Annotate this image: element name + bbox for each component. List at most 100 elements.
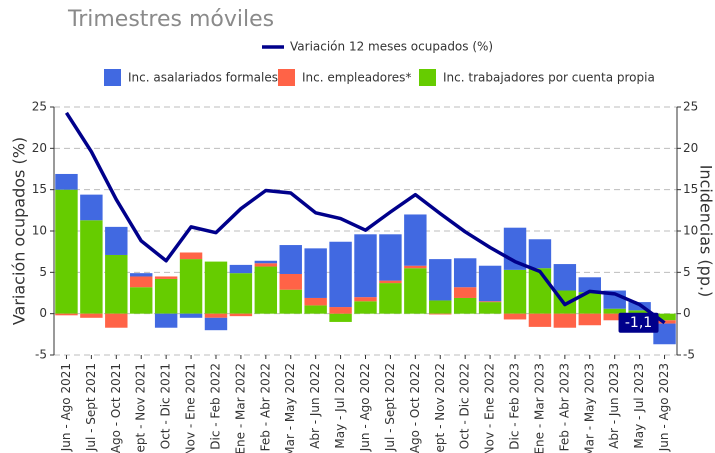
bar-segment	[179, 313, 203, 318]
bar-segment	[204, 313, 228, 318]
bar-segment	[105, 313, 128, 328]
y-tick-label: 10	[32, 224, 47, 238]
x-tick-label: Nov - Ene 2022	[483, 363, 497, 453]
chart-subtitle: Trimestres móviles	[67, 7, 274, 32]
bar-segment	[404, 214, 427, 266]
bar-segment	[528, 313, 552, 327]
bar-segment	[229, 313, 253, 317]
bar-segment	[304, 248, 327, 298]
x-tick-label: Jul - Sept 2021	[84, 363, 98, 452]
bar-segment	[179, 252, 203, 260]
bar-segment	[154, 278, 178, 314]
bar-segment	[354, 301, 377, 314]
bar-segment	[453, 258, 477, 288]
legend-swatch	[419, 69, 436, 86]
bar-segment	[55, 313, 78, 316]
x-tick-label: Feb - Abr 2022	[258, 363, 272, 451]
bar-segment	[229, 264, 253, 274]
legend-swatch	[104, 69, 121, 86]
bar-segment	[453, 287, 477, 298]
x-tick-label: May - Jul 2022	[333, 363, 347, 449]
bar-segment	[279, 289, 302, 314]
x-tick-label: Ago - Oct 2022	[408, 363, 422, 453]
x-tick-label: Jul - Sept 2022	[383, 363, 397, 452]
legend-label: Inc. empleadores*	[302, 71, 411, 85]
bar-segment	[379, 234, 402, 281]
bar-segment	[329, 307, 352, 314]
bar-segment	[603, 313, 626, 321]
x-tick-label: Nov - Ene 2021	[184, 363, 198, 453]
line	[64, 111, 666, 325]
bar-segment	[603, 308, 626, 314]
bar-segment	[404, 268, 427, 314]
bar-segment	[154, 313, 178, 328]
x-tick-label: Dic - Feb 2023	[508, 363, 522, 450]
bar-segment	[329, 241, 352, 308]
y2-tick-label: 0	[683, 306, 691, 320]
bar-segment	[130, 287, 153, 314]
bar-segment	[429, 300, 452, 314]
bar-segment	[254, 263, 278, 267]
x-tick-label: Feb - Abr 2023	[557, 363, 571, 451]
bar-segment	[478, 301, 502, 303]
bar-segment	[329, 313, 352, 322]
data-label-box	[618, 312, 659, 333]
y-tick-label: 5	[39, 265, 47, 279]
bar-segment	[279, 273, 302, 290]
bar-segment	[229, 273, 253, 314]
bar-segment	[204, 317, 228, 331]
x-tick-label: Sept - Nov 2022	[433, 363, 447, 453]
x-tick-label: Jun - Ago 2021	[59, 363, 73, 452]
bar-segment	[453, 297, 477, 314]
x-tick-label: Mar - May 2022	[283, 363, 297, 453]
y-tick-label: 20	[32, 141, 47, 155]
x-tick-label: Sept - Nov 2021	[134, 363, 148, 453]
bar-segment	[55, 173, 78, 190]
bar-segment	[304, 297, 327, 306]
bar-segment	[404, 265, 427, 269]
bar-segment	[80, 313, 103, 318]
x-tick-label: Ene - Mar 2022	[233, 363, 247, 453]
bar-segment	[578, 292, 601, 314]
x-tick-label: Ago - Oct 2021	[109, 363, 123, 453]
bar-segment	[354, 234, 377, 298]
y-axis-label: Variación ocupados (%)	[10, 137, 29, 325]
y2-tick-label: 20	[683, 141, 698, 155]
legend-swatch	[278, 69, 295, 86]
legend-label: Inc. trabajadores por cuenta propia	[443, 71, 655, 85]
bar-segment	[105, 226, 128, 255]
bar-segment	[154, 276, 178, 279]
y2-tick-label: 5	[683, 265, 691, 279]
bar-segment	[553, 313, 577, 328]
data-label: -1,1	[625, 315, 652, 331]
bar-segment	[653, 313, 676, 321]
y-tick-label: 0	[39, 306, 47, 320]
y2-tick-label: 25	[683, 100, 698, 114]
bar-segment	[503, 269, 527, 314]
bar-segment	[80, 220, 103, 314]
bar-segment	[528, 239, 552, 269]
bar-segment	[379, 280, 402, 284]
bar-segment	[578, 313, 601, 326]
bar-segment	[130, 273, 153, 277]
bar-segment	[429, 259, 452, 301]
x-tick-label: Abr - Jun 2022	[308, 363, 322, 449]
bar-segment	[80, 194, 103, 221]
y-tick-label: 25	[32, 100, 47, 114]
x-tick-label: Ene - Mar 2023	[532, 363, 546, 453]
bar-segment	[653, 323, 676, 345]
bar-segment	[503, 313, 527, 320]
x-tick-label: Oct - Dic 2022	[458, 363, 472, 449]
y2-tick-label: 10	[683, 224, 698, 238]
x-tick-label: May - Jul 2023	[632, 363, 646, 449]
x-tick-label: Oct - Dic 2021	[159, 363, 173, 449]
bar-segment	[578, 277, 601, 293]
bar-segment	[55, 189, 78, 314]
y2-tick-label: 15	[683, 182, 698, 196]
bar-segment	[553, 264, 577, 291]
bar-segment	[304, 305, 327, 314]
x-tick-label: Mar - May 2023	[582, 363, 596, 453]
bar-segment	[130, 276, 153, 288]
